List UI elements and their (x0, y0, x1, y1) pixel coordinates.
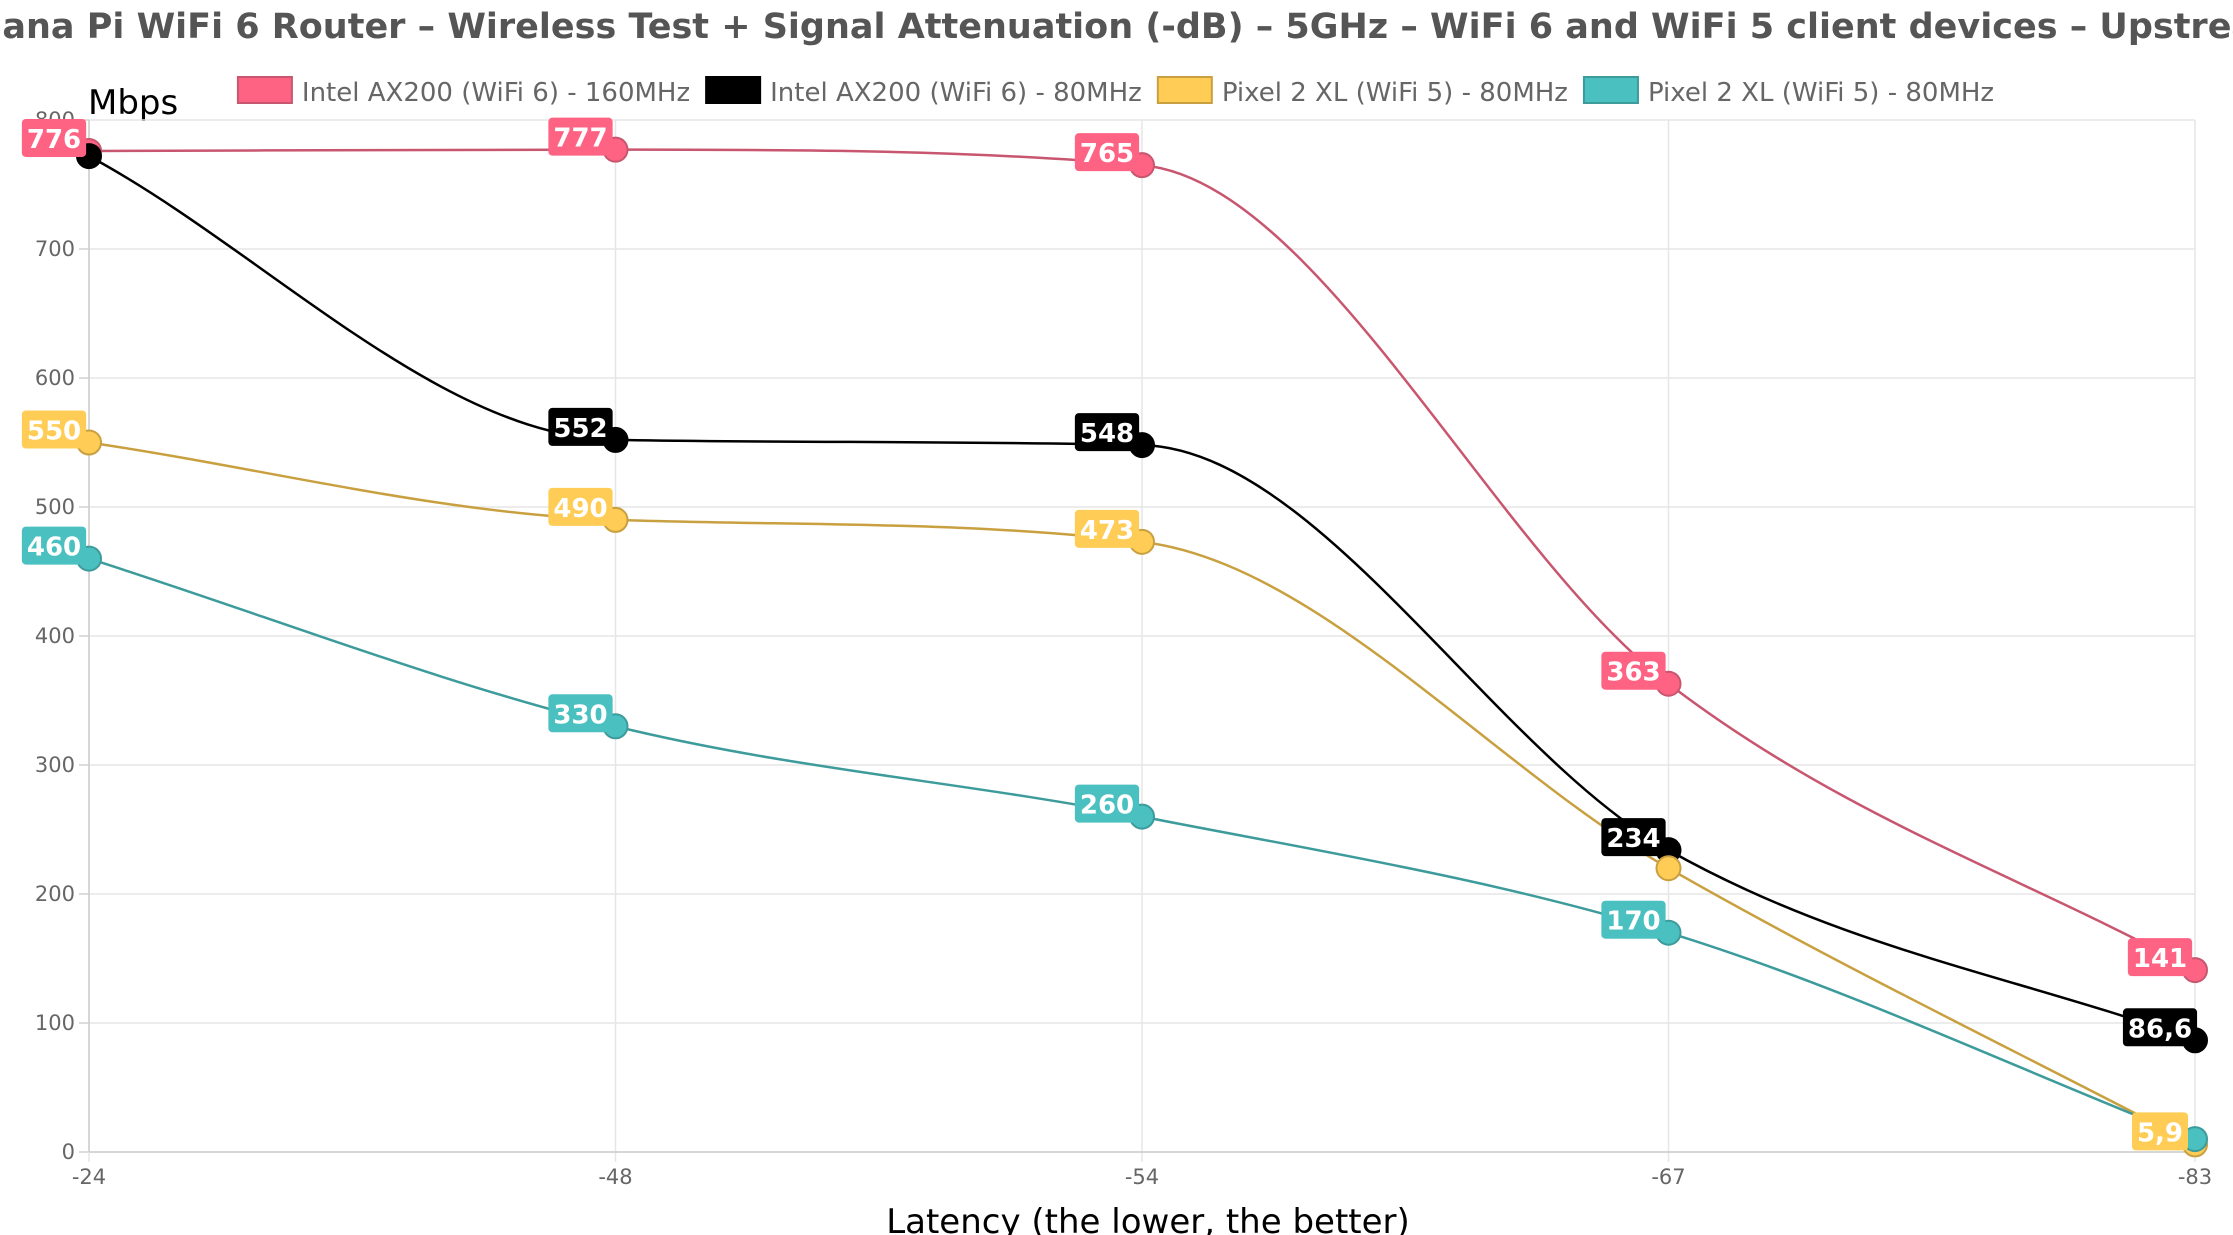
data-label-box (2122, 1008, 2198, 1047)
data-label-box (2127, 938, 2193, 977)
x-tick-label: -67 (1651, 1165, 1685, 1189)
y-tick-label: 700 (35, 237, 75, 261)
data-label-box (1074, 784, 1140, 823)
x-axis: -24 -48 -54 -67 -83 (72, 1165, 2212, 1189)
data-label: 330 (548, 694, 613, 733)
y-tick-label: 200 (35, 882, 75, 906)
data-label-text: 490 (553, 494, 607, 524)
data-label-box (1601, 818, 1666, 857)
data-label: 460 (21, 526, 87, 565)
y-axis: 0100200300400500600700800 (35, 108, 75, 1164)
data-labels: 776 777 765 363 141 552 548 234 86,6 550 490 473 5,9… (21, 117, 2198, 1151)
data-label: 490 (548, 487, 613, 526)
data-label-text: 170 (1606, 907, 1660, 937)
data-label-text: 550 (27, 417, 81, 447)
data-label: 141 (2127, 938, 2193, 977)
data-label: 260 (1074, 784, 1140, 823)
data-label-text: 141 (2133, 944, 2187, 974)
data-label-box (21, 526, 87, 565)
data-label-box (1074, 133, 1140, 172)
data-point (1655, 855, 1682, 882)
legend: Intel AX200 (WiFi 6) - 160MHz Intel AX200… (236, 76, 1994, 108)
data-label-box (548, 117, 613, 156)
legend-swatch (236, 76, 293, 104)
data-label-box (548, 407, 613, 446)
data-label: 765 (1074, 133, 1140, 172)
legend-label: Intel AX200 (WiFi 6) - 160MHz (302, 78, 690, 108)
data-label: 777 (548, 117, 613, 156)
chart-title: Banana Pi WiFi 6 Router – Wireless Test … (0, 7, 2233, 47)
data-label-box (1074, 413, 1140, 452)
data-label-text: 552 (553, 414, 607, 444)
data-label: 552 (548, 407, 613, 446)
legend-label: Intel AX200 (WiFi 6) - 80MHz (770, 78, 1142, 108)
y-tick-label: 100 (35, 1011, 75, 1035)
data-label-text: 460 (27, 533, 81, 563)
y-axis-label: Mbps (88, 83, 178, 123)
data-label: 363 (1601, 651, 1666, 690)
legend-label: Pixel 2 XL (WiFi 5) - 80MHz (1222, 78, 1568, 108)
data-label: 776 (21, 118, 87, 157)
data-label-text: 260 (1080, 791, 1134, 821)
x-tick-label: -83 (2178, 1165, 2212, 1189)
data-label: 5,9 (2131, 1112, 2189, 1151)
legend-label: Pixel 2 XL (WiFi 5) - 80MHz (1648, 78, 1994, 108)
x-tick-label: -48 (598, 1165, 632, 1189)
y-tick-label: 600 (35, 366, 75, 390)
data-label-text: 548 (1080, 419, 1134, 449)
data-label-text: 86,6 (2128, 1014, 2192, 1044)
data-label: 473 (1074, 509, 1140, 548)
x-axis-title: Latency (the lower, the better) (886, 1202, 1410, 1235)
series-line-3 (88, 441, 2196, 1146)
data-label-text: 363 (1606, 658, 1660, 688)
y-tick-label: 500 (35, 495, 75, 519)
data-label-text: 777 (553, 124, 607, 154)
legend-item-3: Pixel 2 XL (WiFi 5) - 80MHz (1156, 76, 1568, 108)
legend-swatch (1156, 76, 1213, 104)
data-label-box (1074, 509, 1140, 548)
data-label: 170 (1601, 900, 1666, 939)
data-label-box (21, 118, 87, 157)
x-tick-label: -24 (72, 1165, 106, 1189)
data-label-box (1601, 651, 1666, 690)
data-label-text: 776 (27, 125, 81, 155)
legend-item-1: Intel AX200 (WiFi 6) - 160MHz (236, 76, 690, 108)
legend-item-2: Intel AX200 (WiFi 6) - 80MHz (705, 76, 1142, 108)
data-label-text: 330 (553, 700, 607, 730)
data-label: 550 (21, 410, 87, 449)
y-tick-label: 300 (35, 753, 75, 777)
data-label-text: 234 (1606, 824, 1660, 854)
data-label-text: 5,9 (2137, 1118, 2183, 1148)
y-tick-label: 400 (35, 624, 75, 648)
legend-item-4: Pixel 2 XL (WiFi 5) - 80MHz (1582, 76, 1994, 108)
legend-swatch (705, 76, 762, 104)
data-label-box (2131, 1112, 2189, 1151)
y-tick-label: 0 (62, 1140, 75, 1164)
x-tick-label: -54 (1125, 1165, 1159, 1189)
data-label-box (1601, 900, 1666, 939)
data-label-box (548, 694, 613, 733)
data-label-box (21, 410, 87, 449)
series-line-1 (88, 148, 2196, 972)
legend-swatch (1582, 76, 1639, 104)
data-label: 548 (1074, 413, 1140, 452)
data-label-text: 473 (1080, 516, 1134, 546)
data-label: 234 (1601, 818, 1666, 857)
data-label-text: 765 (1080, 139, 1134, 169)
data-label-box (548, 487, 613, 526)
grid (79, 119, 2196, 1162)
data-label: 86,6 (2122, 1008, 2198, 1047)
